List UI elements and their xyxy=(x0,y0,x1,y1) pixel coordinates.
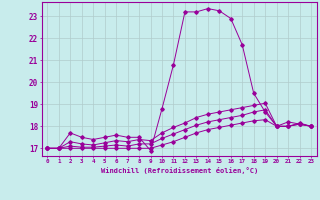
X-axis label: Windchill (Refroidissement éolien,°C): Windchill (Refroidissement éolien,°C) xyxy=(100,167,258,174)
